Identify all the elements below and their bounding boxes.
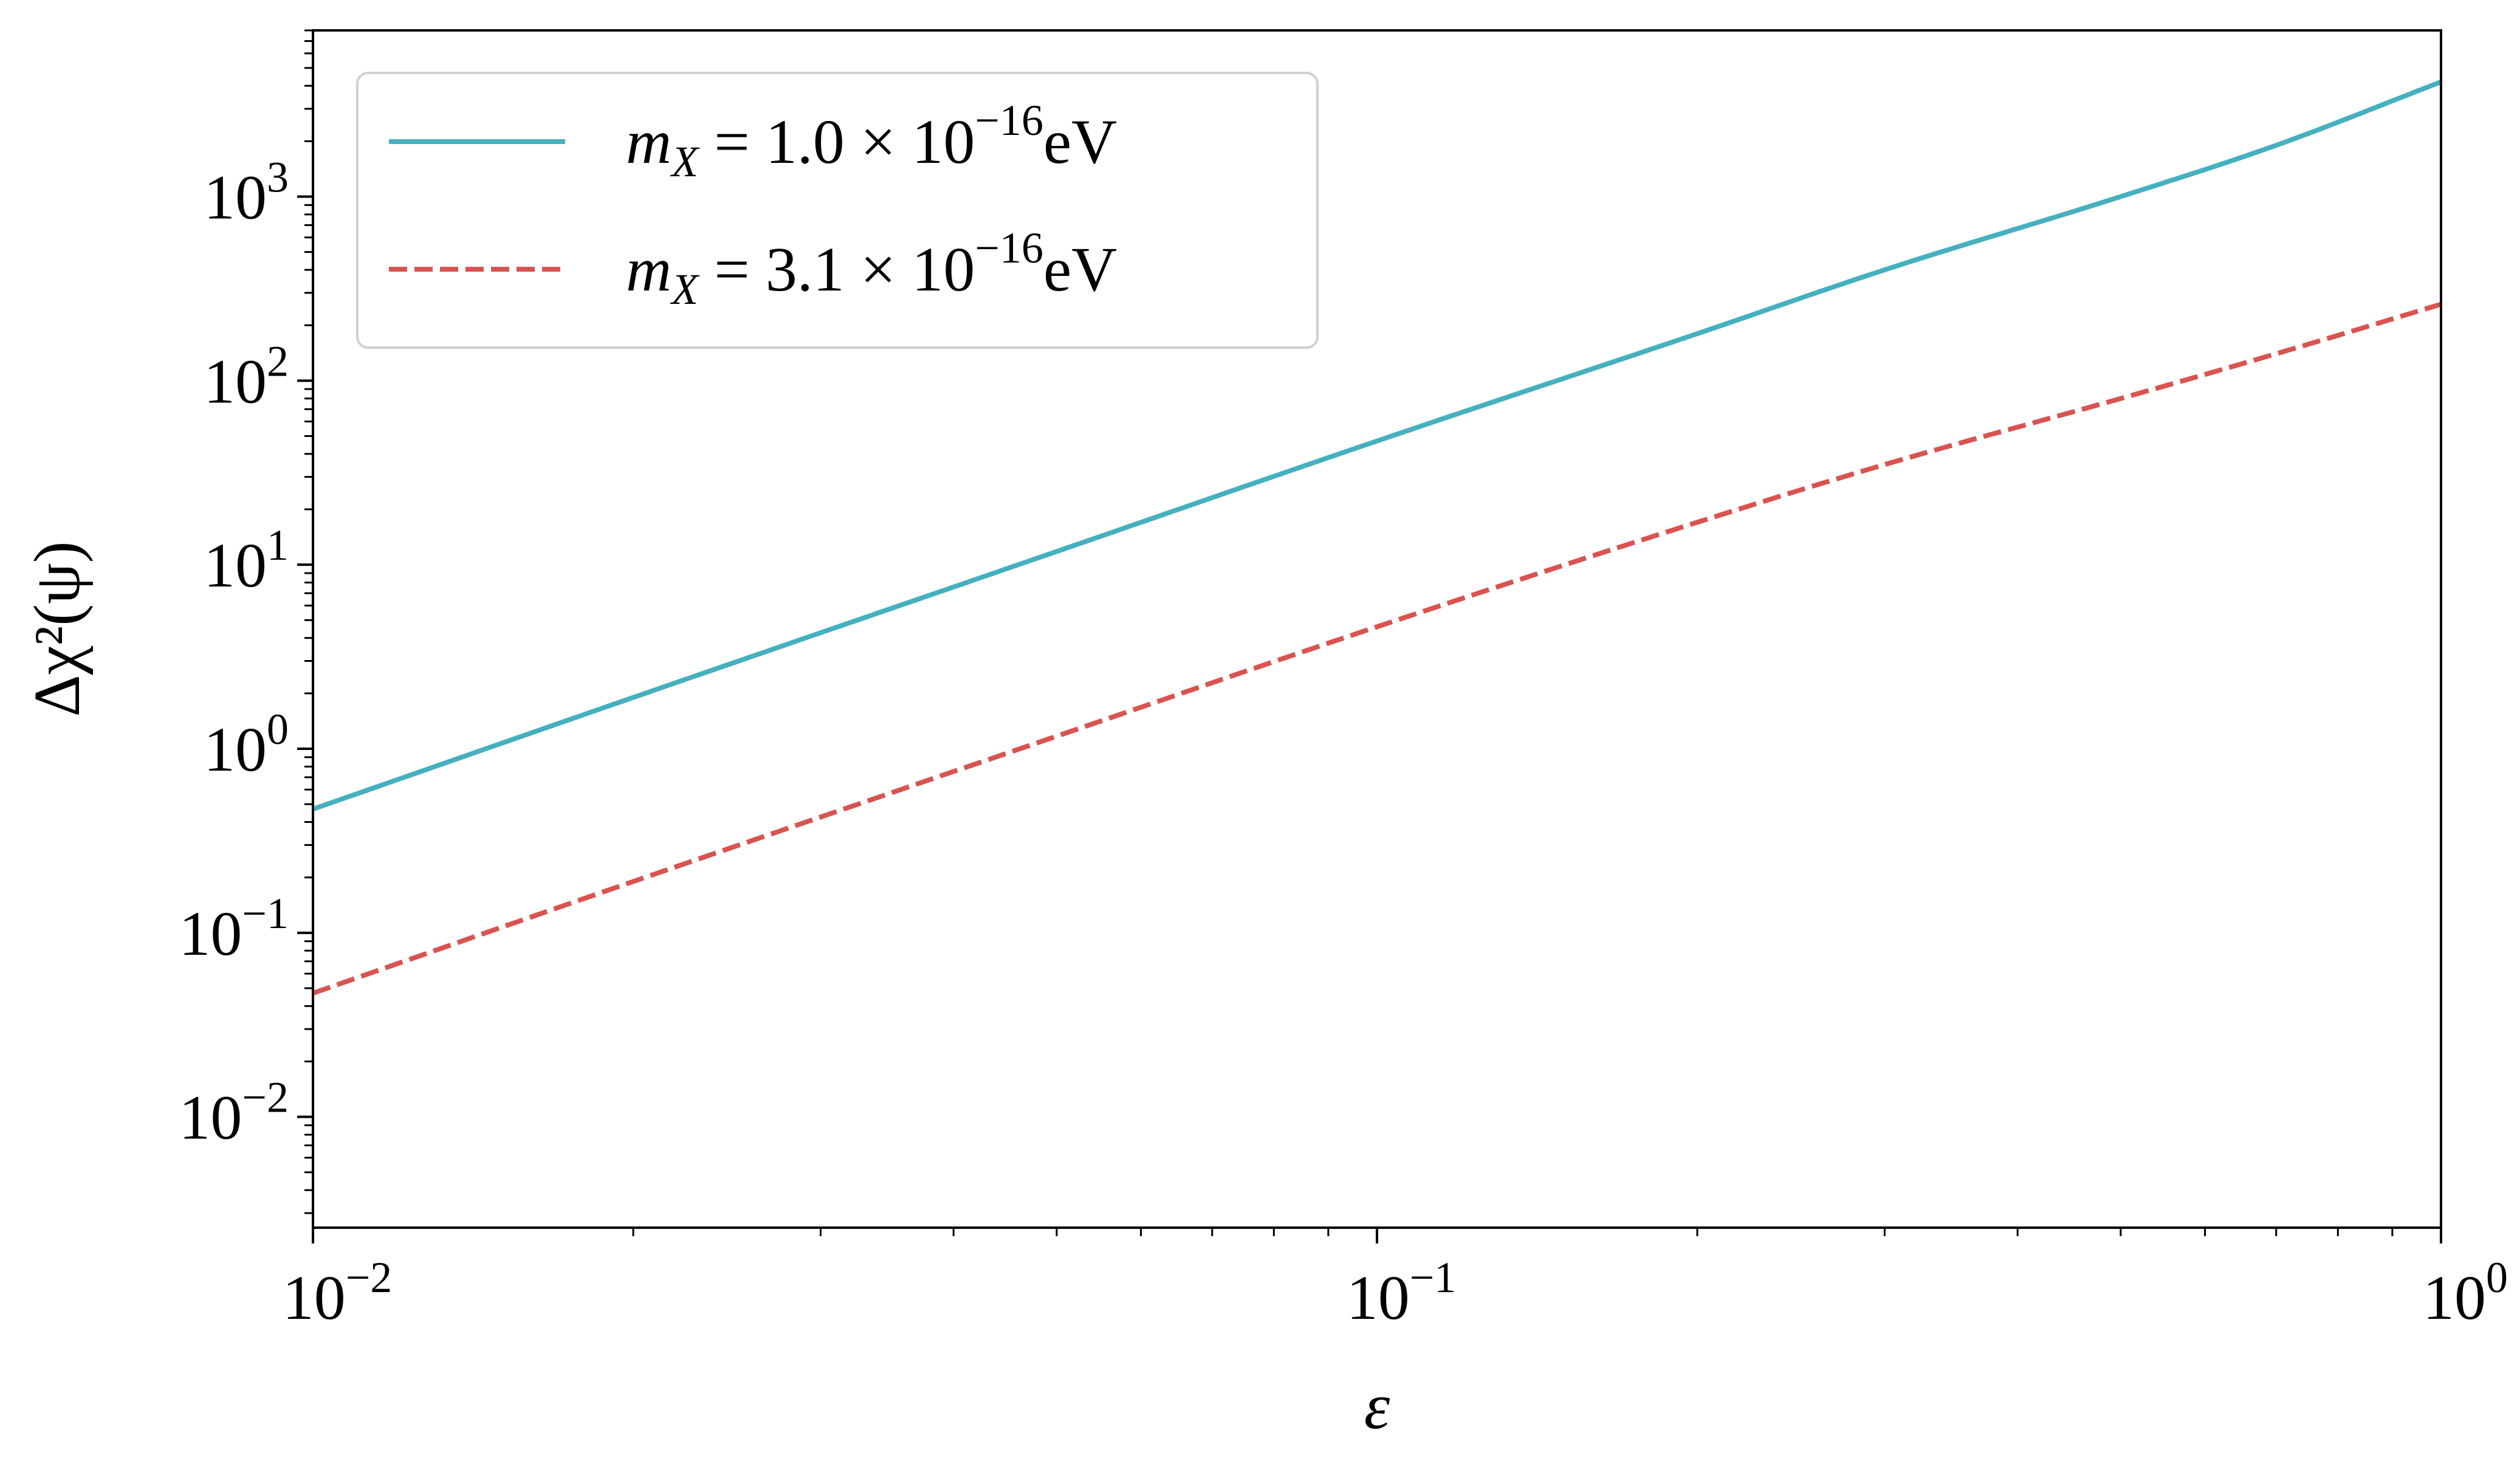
x-tick-label: 10−1 [1347,1253,1457,1333]
legend-label-series-1: mX = 1.0 × 10−16eV [626,96,1117,186]
legend-label-series-2: mX = 3.1 × 10−16eV [626,224,1117,314]
x-axis-label: ε [1364,1371,1390,1443]
legend-box [356,72,1319,349]
series-line-2 [312,301,2442,996]
tick-layer: 10−2 10−1 100 10−2 10−1 100 101 102 103 [179,29,2508,1333]
x-tick-label: 100 [2423,1253,2508,1333]
y-tick-label: 100 [204,705,289,785]
y-tick-label: 103 [204,153,289,232]
series-line-1 [312,79,2442,812]
x-tick-label: 10−2 [283,1253,393,1333]
y-tick-label: 10−1 [179,889,289,969]
y-tick-label: 101 [204,521,289,600]
series-layer [312,79,2442,996]
plot-frame [312,29,2442,1229]
y-tick-label: 102 [204,337,289,416]
legend: mX = 1.0 × 10−16eV mX = 3.1 × 10−16eV [356,72,1319,349]
y-tick-label: 10−2 [179,1073,289,1153]
y-axis-label: Δχ²(ψ) [21,541,94,717]
